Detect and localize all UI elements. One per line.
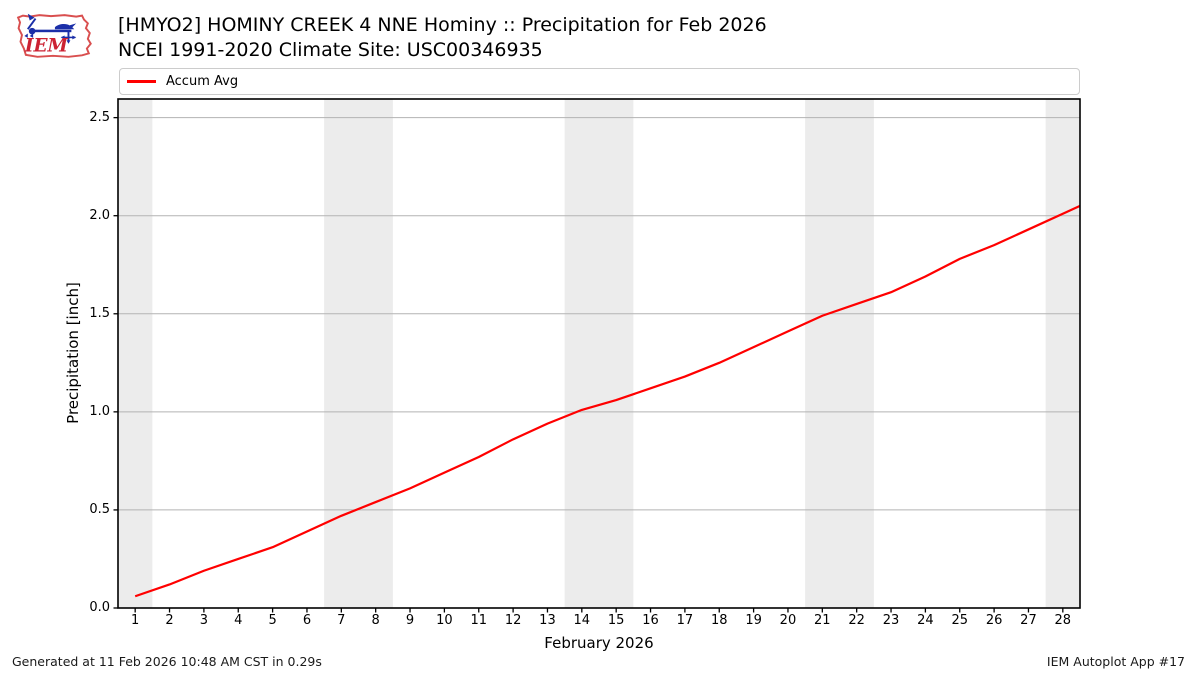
chart-title: [HMYO2] HOMINY CREEK 4 NNE Hominy :: Pre… [118,14,767,36]
weekend-band [118,99,153,608]
generated-timestamp: Generated at 11 Feb 2026 10:48 AM CST in… [12,654,322,669]
title-block: [HMYO2] HOMINY CREEK 4 NNE Hominy :: Pre… [118,13,767,63]
weekend-band [564,99,634,608]
logo-iem-text: IEM [24,35,69,56]
y-axis-title: Precipitation [inch] [64,282,82,424]
accum-avg-line [134,204,1081,598]
legend-line-swatch [127,80,156,83]
weekend-band [1045,99,1080,608]
x-axis-title: February 2026 [544,634,654,652]
chart-subtitle: NCEI 1991-2020 Climate Site: USC00346935 [118,39,543,61]
iem-logo: IEM [16,13,92,58]
plot-border [117,98,1081,609]
weekend-band [805,99,874,608]
weekend-band [324,99,393,608]
app-credit: IEM Autoplot App #17 [1046,654,1185,669]
weathervane-icon [24,13,77,44]
legend-box: Accum Avg [119,68,1080,95]
legend-label: Accum Avg [166,74,239,89]
